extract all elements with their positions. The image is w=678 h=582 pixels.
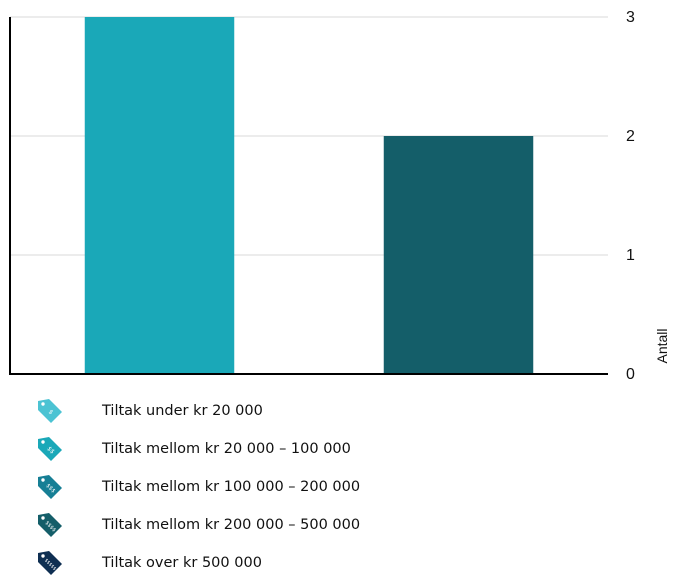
price-tag-icon: $$$$	[38, 513, 62, 537]
y-tick-label: 1	[626, 247, 635, 264]
legend-item: $$$ Tiltak mellom kr 100 000 – 200 000	[34, 468, 454, 506]
legend-item: $$ Tiltak mellom kr 20 000 – 100 000	[34, 430, 454, 468]
price-tag-icon: $$$$$	[38, 551, 62, 575]
legend-label: Tiltak mellom kr 20 000 – 100 000	[102, 441, 351, 457]
price-tag-icon: $$	[38, 437, 62, 461]
y-tick-labels: 0 1 2 3	[626, 9, 635, 383]
bar	[84, 17, 235, 374]
price-tag-text: $$	[45, 445, 55, 455]
legend-item: $$$$$ Tiltak over kr 500 000	[34, 544, 454, 582]
legend-label: Tiltak under kr 20 000	[102, 403, 263, 419]
price-tag-hole	[41, 554, 45, 558]
legend: $ Tiltak under kr 20 000 $$ Tiltak mello…	[34, 392, 454, 582]
legend-label: Tiltak over kr 500 000	[102, 555, 262, 571]
y-tick-label: 2	[626, 128, 635, 145]
price-tag-icon: $	[38, 399, 62, 423]
price-tag-hole	[41, 402, 45, 406]
axes	[9, 17, 608, 375]
price-tag-hole	[41, 440, 45, 444]
legend-label: Tiltak mellom kr 100 000 – 200 000	[102, 479, 361, 495]
price-tag-hole	[41, 478, 45, 482]
bar-chart: 0 1 2 3 Antall	[9, 9, 670, 383]
y-tick-label: 0	[626, 366, 635, 383]
legend-label: Tiltak mellom kr 200 000 – 500 000	[102, 517, 361, 533]
price-tag-icon: $$$	[38, 475, 62, 499]
y-axis-label: Antall	[654, 328, 670, 363]
bar	[383, 136, 534, 374]
legend-item: $ Tiltak under kr 20 000	[34, 392, 454, 430]
y-tick-label: 3	[626, 9, 635, 26]
legend-item: $$$$ Tiltak mellom kr 200 000 – 500 000	[34, 506, 454, 544]
bars	[84, 17, 534, 374]
price-tag-text: $	[47, 409, 55, 417]
price-tag-hole	[41, 516, 45, 520]
